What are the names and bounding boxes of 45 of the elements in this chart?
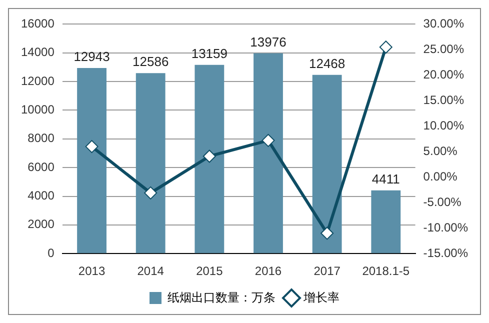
legend-label: 纸烟出口数量：万条 — [168, 290, 276, 304]
point — [85, 140, 98, 154]
y-tick-label: 0 — [48, 246, 55, 260]
data-label: 12468 — [308, 56, 346, 71]
y2-tick-label: -15.00% — [423, 246, 468, 260]
x-tick-label: 2013 — [78, 264, 106, 278]
x-tick-label: 2016 — [254, 264, 282, 278]
y-tick-label: 6000 — [28, 160, 55, 174]
point — [262, 134, 275, 147]
bar — [136, 73, 166, 254]
y2-tick-label: 15.00% — [423, 92, 464, 107]
point — [320, 226, 334, 240]
y2-tick-label: 30.00% — [423, 16, 464, 31]
y2-tick-label: -5.00% — [423, 194, 462, 209]
y2-tick-label: 0.00% — [423, 169, 458, 184]
x-tick-label: 2015 — [196, 264, 224, 278]
data-label: 12943 — [74, 49, 110, 64]
x-tick-label: 2017 — [314, 264, 341, 278]
y2-tick-label: 25.00% — [423, 42, 464, 56]
y-tick-label: 12000 — [20, 74, 55, 88]
x-tick-label: 2018.1-5 — [362, 264, 410, 278]
y-tick-label: 8000 — [28, 131, 55, 146]
bar — [371, 190, 401, 254]
y2-tick-label: 10.00% — [423, 118, 464, 132]
bar — [194, 64, 224, 254]
y-tick-label: 10000 — [20, 102, 55, 117]
y2-tick-label: 5.00% — [423, 144, 458, 158]
y-tick-label: 4000 — [28, 188, 55, 203]
data-label: 13976 — [250, 34, 286, 50]
y-tick-label: 2000 — [28, 217, 55, 232]
legend-label: 增长率 — [302, 290, 340, 304]
point — [144, 186, 158, 200]
data-label: 4411 — [372, 171, 400, 186]
y-tick-label: 14000 — [20, 45, 55, 60]
y2-tick-label: 20.00% — [423, 67, 464, 82]
data-label: 12586 — [132, 54, 169, 70]
bar — [254, 53, 283, 254]
point — [202, 150, 216, 163]
data-label: 13159 — [191, 46, 228, 62]
y2-tick-label: -10.00% — [423, 220, 468, 234]
bar — [312, 74, 342, 254]
x-tick-label: 2014 — [137, 264, 164, 278]
y-tick-label: 16000 — [20, 16, 55, 31]
bar — [77, 68, 106, 254]
point — [379, 40, 392, 54]
